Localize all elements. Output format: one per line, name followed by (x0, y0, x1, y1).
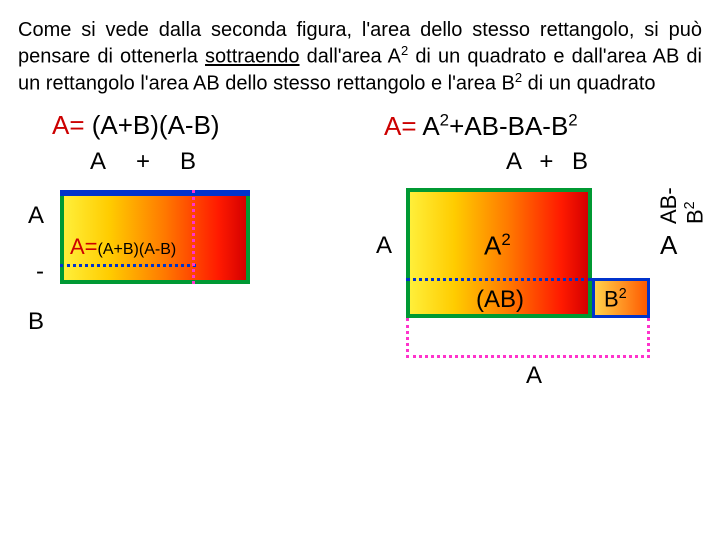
right-dash-blue (406, 278, 592, 281)
eq-right-pre: A (422, 111, 439, 141)
left-dash-blue (60, 264, 196, 267)
left-inner-rest: (A+B)(A-B) (98, 241, 177, 258)
left-hdr-plus: + (136, 148, 150, 176)
right-header: A + B (506, 148, 702, 176)
eq-right-e1: 2 (440, 110, 449, 129)
para-underlined: sottraendo (205, 46, 300, 68)
equation-left: A= (A+B)(A-B) (18, 110, 360, 142)
equation-right: A= A2+AB-BA-B2 (360, 110, 702, 142)
eq-left-A: A= (52, 110, 92, 140)
eq-left-rest: (A+B)(A-B) (92, 110, 220, 140)
right-B2: B2 (604, 286, 627, 312)
right-rot-label: AB-B2 (656, 187, 708, 224)
figures-row: A + B A - B A=(A+B)(A-B) A + B (18, 148, 702, 400)
slide: Come si vede dalla seconda figura, l'are… (0, 0, 720, 400)
left-dash-pink (192, 190, 195, 284)
right-figure: A A2 (AB) AB-B2 A B2 A (360, 180, 680, 400)
left-figure: A - B A=(A+B)(A-B) (18, 180, 278, 380)
right-A2: A2 (484, 230, 511, 262)
left-inner-eq: A=(A+B)(A-B) (70, 234, 176, 260)
eq-right-mid: +AB-BA-B (449, 111, 568, 141)
left-side-A: A (28, 202, 44, 230)
left-hdr-B: B (180, 148, 196, 176)
paragraph: Come si vede dalla seconda figura, l'are… (18, 18, 702, 96)
equation-row: A= (A+B)(A-B) A= A2+AB-BA-B2 (18, 110, 702, 142)
eq-right-A: A= (384, 111, 422, 141)
left-rect-bluecap (60, 190, 250, 196)
right-A-right: A (660, 230, 677, 261)
left-header: A + B (90, 148, 360, 176)
eq-right-e2: 2 (568, 110, 577, 129)
right-side-A: A (376, 232, 392, 260)
left-hdr-A: A (90, 148, 106, 176)
para-post3: di un quadrato (522, 72, 655, 94)
left-inner-A: A= (70, 234, 98, 259)
para-post1: dall'area A (300, 46, 401, 68)
right-AB: (AB) (476, 286, 524, 314)
right-column: A + B A A2 (AB) AB-B2 A B2 A (360, 148, 702, 400)
left-side-B: B (28, 308, 44, 336)
para-exp2: 2 (515, 70, 522, 85)
right-dash-pink (406, 318, 650, 358)
left-column: A + B A - B A=(A+B)(A-B) (18, 148, 360, 400)
left-side-minus: - (36, 258, 44, 286)
right-A-bottom: A (526, 362, 542, 390)
